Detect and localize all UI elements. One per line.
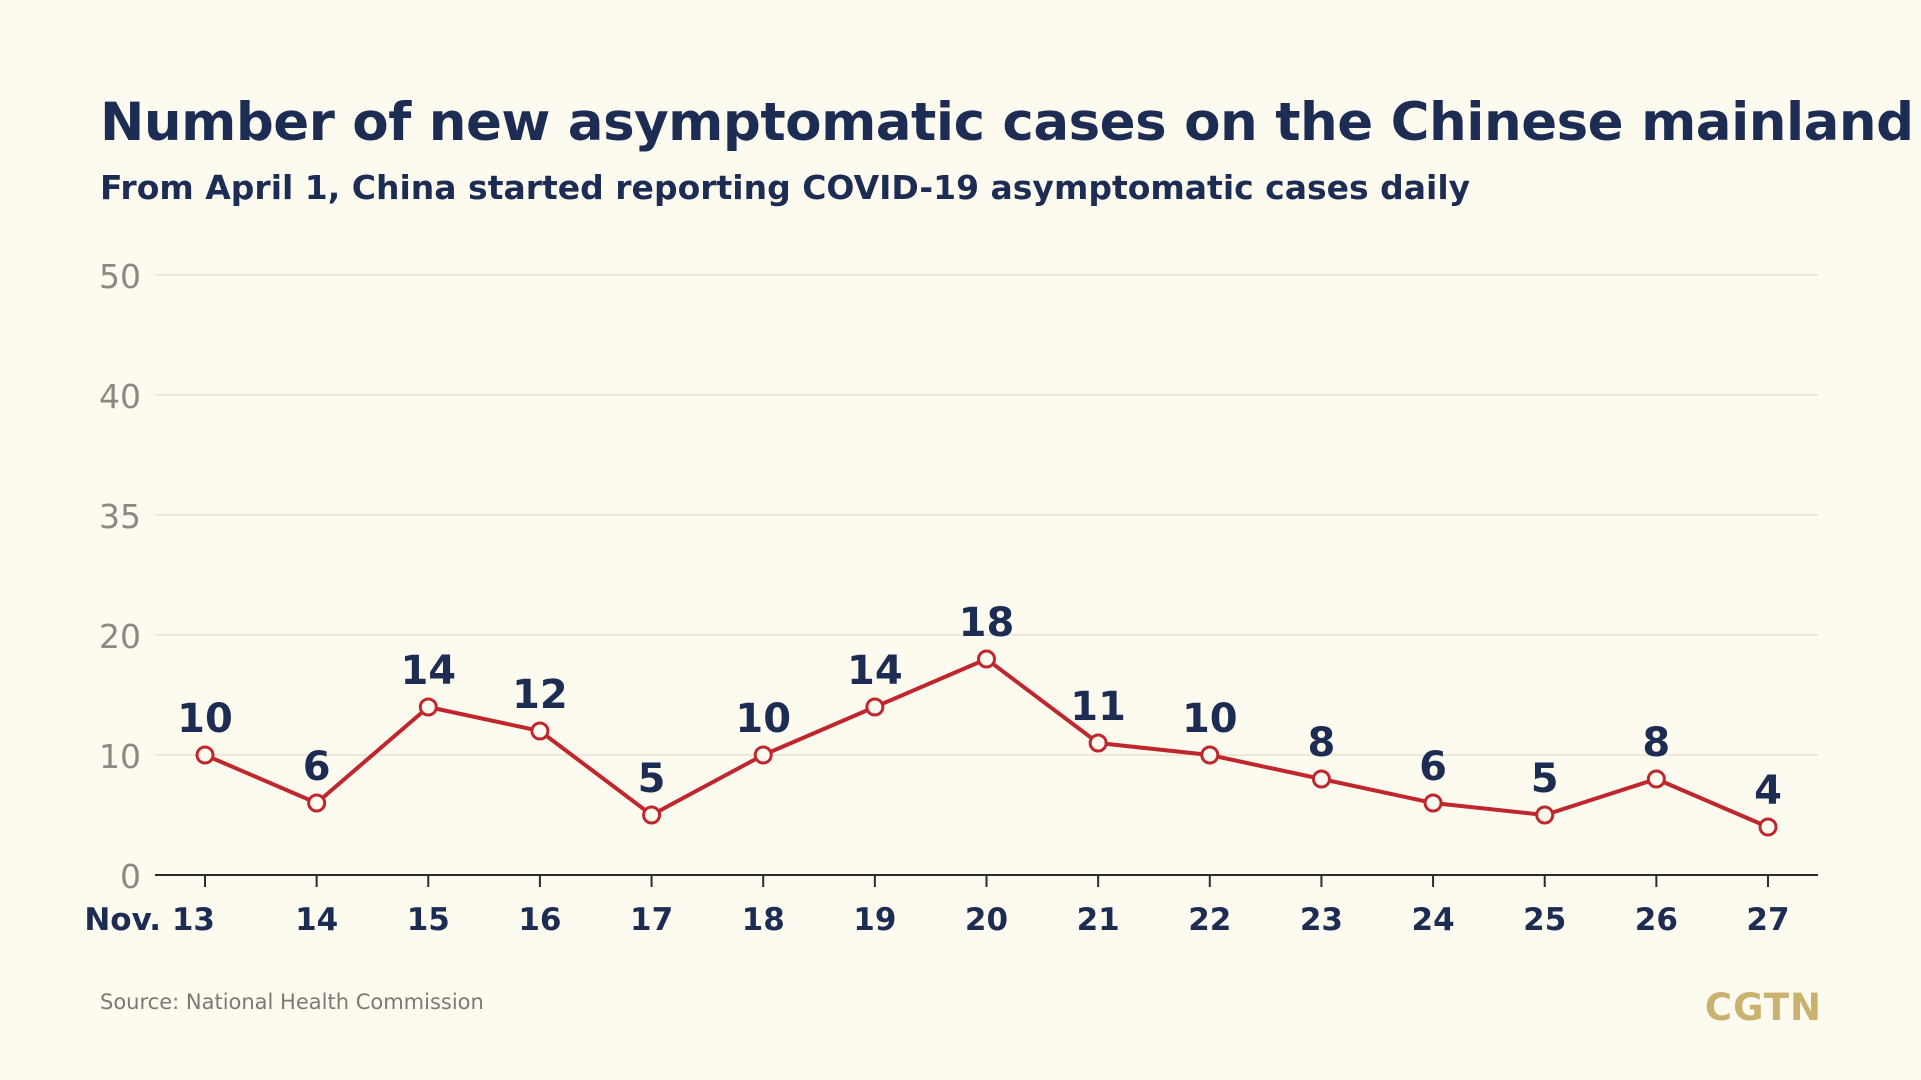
- data-label: 6: [1419, 744, 1447, 790]
- y-tick-label: 0: [120, 857, 141, 896]
- data-point: [195, 745, 215, 765]
- x-tick-label: 26: [1635, 902, 1678, 938]
- chart-subtitle: From April 1, China started reporting CO…: [100, 168, 1471, 207]
- data-label: 14: [400, 648, 456, 694]
- chart-title: Number of new asymptomatic cases on the …: [100, 92, 1914, 153]
- x-tick-label: 25: [1523, 902, 1566, 938]
- x-tick-label: 27: [1746, 902, 1789, 938]
- data-point: [1311, 769, 1331, 789]
- data-point: [530, 721, 550, 741]
- data-label: 8: [1308, 720, 1336, 766]
- data-label: 11: [1070, 684, 1126, 730]
- data-label: 14: [847, 648, 903, 694]
- data-label: 8: [1642, 720, 1670, 766]
- data-label: 6: [303, 744, 331, 790]
- data-point: [977, 649, 996, 669]
- x-tick-label: 22: [1188, 902, 1231, 938]
- x-tick-label: 24: [1412, 902, 1455, 938]
- y-tick-label: 35: [99, 497, 141, 536]
- data-label: 5: [638, 756, 666, 802]
- y-tick-label: 50: [99, 257, 141, 296]
- data-point: [1088, 733, 1108, 753]
- data-label: 5: [1531, 756, 1559, 802]
- source-note: Source: National Health Commission: [100, 990, 484, 1014]
- x-tick-label: 21: [1077, 902, 1120, 938]
- data-point: [418, 697, 438, 717]
- data-point: [1758, 817, 1778, 837]
- x-tick-label: 15: [407, 902, 450, 938]
- data-point: [1646, 769, 1666, 789]
- data-label: 10: [177, 696, 233, 742]
- data-label: 10: [1182, 696, 1238, 742]
- data-point: [642, 805, 662, 825]
- x-tick-label: 17: [630, 902, 673, 938]
- data-label: 4: [1754, 768, 1782, 814]
- data-point: [1535, 805, 1555, 825]
- x-tick-label: 16: [518, 902, 561, 938]
- data-point: [307, 793, 327, 813]
- x-tick-label: 19: [853, 902, 896, 938]
- x-tick-label: Nov. 13: [84, 902, 215, 938]
- y-tick-label: 10: [99, 737, 141, 776]
- x-tick-label: 18: [742, 902, 785, 938]
- data-label: 18: [959, 600, 1015, 646]
- y-tick-label: 20: [99, 617, 141, 656]
- x-tick-label: 23: [1300, 902, 1343, 938]
- data-label: 12: [512, 672, 568, 718]
- data-label: 10: [735, 696, 791, 742]
- x-tick-label: 14: [295, 902, 338, 938]
- data-point: [865, 697, 885, 717]
- data-point: [1200, 745, 1220, 765]
- cgtn-logo: CGTN: [1704, 986, 1822, 1029]
- y-tick-label: 40: [99, 377, 141, 416]
- data-point: [1423, 793, 1443, 813]
- data-point: [753, 745, 773, 765]
- x-tick-label: 20: [965, 902, 1008, 938]
